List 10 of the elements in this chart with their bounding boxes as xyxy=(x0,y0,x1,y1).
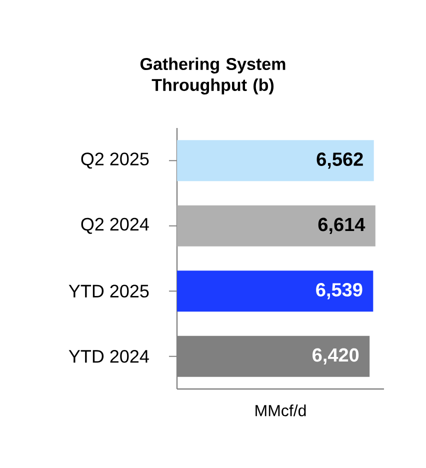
data-label: 6,420 xyxy=(312,348,359,364)
y-tick-label: Q2 2025 xyxy=(81,152,149,169)
y-tick-label: YTD 2024 xyxy=(68,350,149,363)
y-tick-label: YTD 2025 xyxy=(68,284,149,298)
x-axis-title: MMcf/d xyxy=(256,404,306,416)
y-tick-label: Q2 2024 xyxy=(81,218,149,234)
data-label: 6,539 xyxy=(316,283,362,300)
data-label: 6,562 xyxy=(316,152,363,169)
chart-title: Gathering System Throughput (b) xyxy=(140,58,286,94)
data-label: 6,614 xyxy=(318,218,366,234)
